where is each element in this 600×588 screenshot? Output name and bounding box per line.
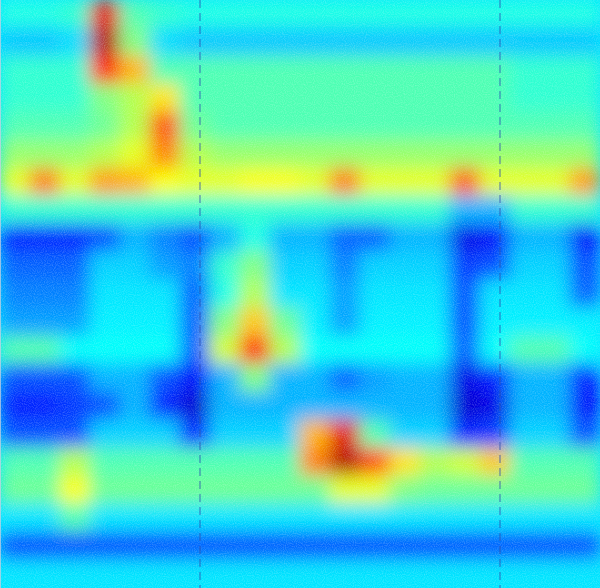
divider-line	[200, 0, 201, 588]
plot-background	[0, 0, 600, 588]
divider-line	[500, 0, 501, 588]
left-edge	[0, 0, 1, 588]
heatmap-chart	[0, 0, 600, 588]
heatmap-cells	[0, 0, 600, 588]
plot-area	[0, 0, 600, 588]
texture	[0, 0, 600, 588]
chart-root	[0, 0, 600, 588]
